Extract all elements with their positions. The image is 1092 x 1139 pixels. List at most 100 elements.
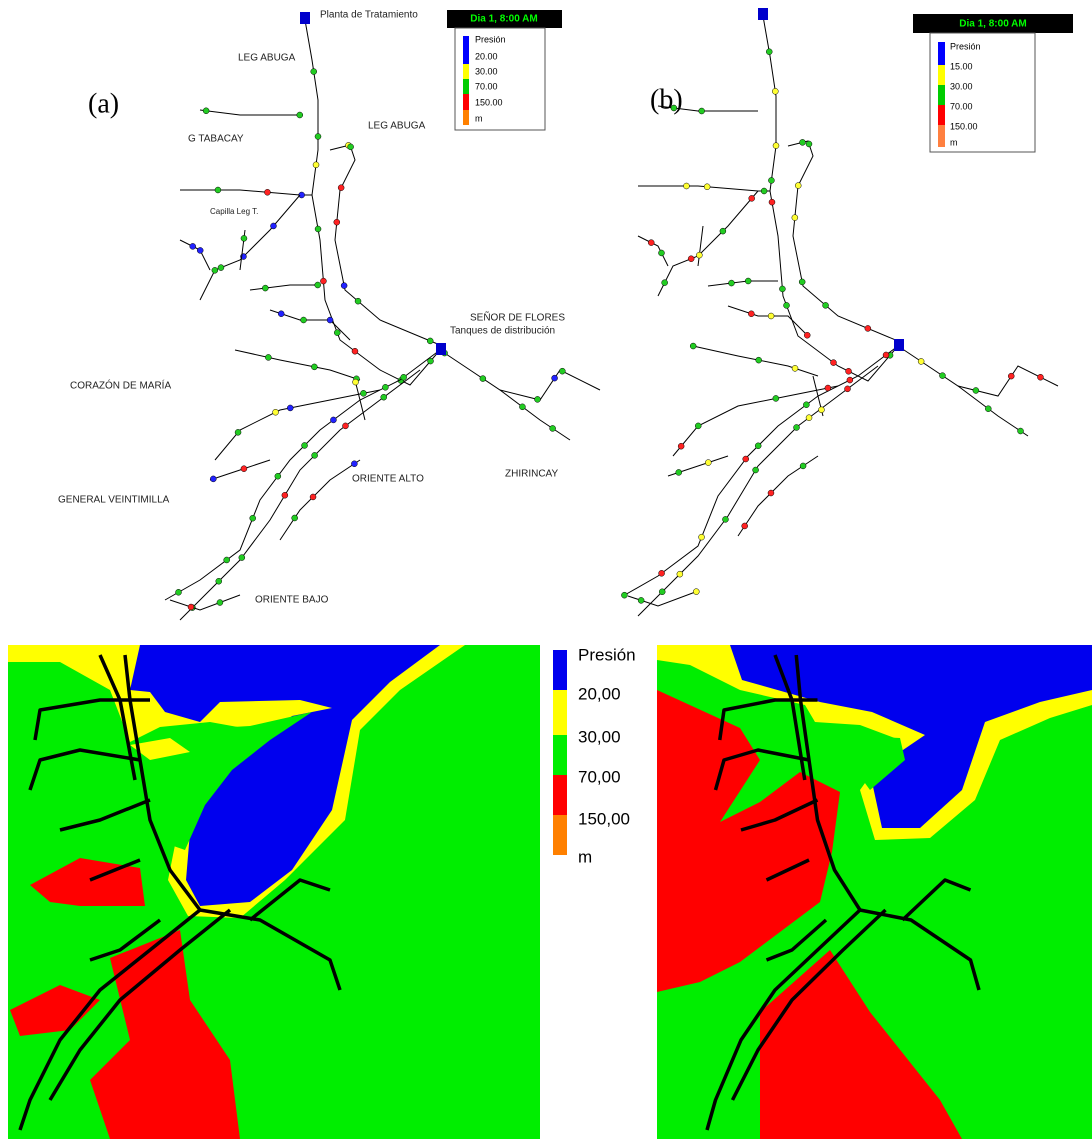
node — [235, 429, 241, 435]
node — [659, 570, 665, 576]
place-label: G TABACAY — [188, 134, 244, 145]
legend-swatch — [553, 650, 567, 690]
node — [753, 467, 759, 473]
node — [342, 423, 348, 429]
pipe — [250, 285, 320, 290]
place-label: SEÑOR DE FLORES — [470, 311, 565, 324]
node — [800, 463, 806, 469]
node — [743, 456, 749, 462]
node — [534, 396, 540, 402]
node — [768, 313, 774, 319]
legend-swatch — [553, 775, 567, 815]
pipe — [708, 281, 778, 286]
contour-legend: Presión 20,00 30,00 70,00 150,00 m — [553, 645, 636, 866]
node — [688, 256, 694, 262]
node — [559, 368, 565, 374]
node — [312, 452, 318, 458]
node — [311, 364, 317, 370]
node — [273, 409, 279, 415]
legend-item: 150.00 — [950, 121, 978, 131]
legend-swatch — [938, 65, 945, 85]
node — [241, 466, 247, 472]
pipe — [623, 346, 898, 596]
node — [310, 494, 316, 500]
node — [1037, 374, 1043, 380]
body: {"panel_a": {"label": "(a)", "time": "Di… — [0, 0, 1092, 1139]
pipe — [180, 190, 312, 195]
place-label: CORAZÓN DE MARÍA — [70, 379, 171, 392]
node — [355, 298, 361, 304]
node — [761, 188, 767, 194]
legend-item: 20.00 — [475, 51, 498, 61]
node — [847, 377, 853, 383]
node — [197, 247, 203, 253]
legend-swatch — [463, 110, 469, 125]
node — [311, 69, 317, 75]
place-label: Tanques de distribución — [450, 326, 555, 337]
contour-map-right — [657, 645, 1092, 1139]
pipe — [763, 16, 898, 381]
node — [705, 460, 711, 466]
legend-swatch — [553, 735, 567, 775]
node — [550, 425, 556, 431]
legend-unit: m — [578, 847, 592, 866]
node — [348, 144, 354, 150]
legend-swatch — [463, 94, 469, 110]
node — [939, 373, 945, 379]
tank — [436, 343, 446, 355]
legend-swatch — [463, 36, 469, 64]
node — [800, 139, 806, 145]
node — [792, 365, 798, 371]
node — [773, 395, 779, 401]
node — [690, 343, 696, 349]
node — [720, 228, 726, 234]
tank — [894, 339, 904, 351]
place-label: ORIENTE BAJO — [255, 595, 329, 606]
node — [918, 358, 924, 364]
node — [795, 183, 801, 189]
pipe — [958, 386, 1028, 436]
node — [722, 516, 728, 522]
node — [772, 88, 778, 94]
node — [677, 571, 683, 577]
node — [985, 406, 991, 412]
place-label: GENERAL VEINTIMILLA — [58, 495, 170, 506]
node — [203, 108, 209, 114]
node — [973, 387, 979, 393]
node — [659, 589, 665, 595]
legend-title: Presión — [950, 41, 981, 51]
node — [806, 141, 812, 147]
node — [381, 394, 387, 400]
node — [748, 311, 754, 317]
legend-item: 70.00 — [950, 101, 973, 111]
legend-unit: m — [950, 137, 958, 147]
node — [728, 280, 734, 286]
node — [806, 415, 812, 421]
node — [282, 492, 288, 498]
pipe — [440, 350, 600, 400]
node — [794, 424, 800, 430]
node — [330, 417, 336, 423]
node — [341, 283, 347, 289]
node — [382, 384, 388, 390]
place-label: ORIENTE ALTO — [352, 474, 424, 485]
node — [1008, 373, 1014, 379]
node — [278, 311, 284, 317]
node — [696, 252, 702, 258]
node — [804, 332, 810, 338]
node — [216, 578, 222, 584]
node — [315, 133, 321, 139]
node — [315, 226, 321, 232]
legend-item: 150,00 — [578, 809, 630, 828]
node — [264, 189, 270, 195]
node — [799, 279, 805, 285]
node — [265, 354, 271, 360]
pipe — [693, 346, 818, 376]
node — [883, 352, 889, 358]
legend-item: 70.00 — [475, 81, 498, 91]
figure: (a) Planta de Tratamiento LEG ABUGA LEG … — [0, 0, 1092, 1139]
node — [766, 49, 772, 55]
node — [480, 376, 486, 382]
pipe — [280, 460, 360, 540]
place-label: Planta de Tratamiento — [320, 10, 418, 21]
